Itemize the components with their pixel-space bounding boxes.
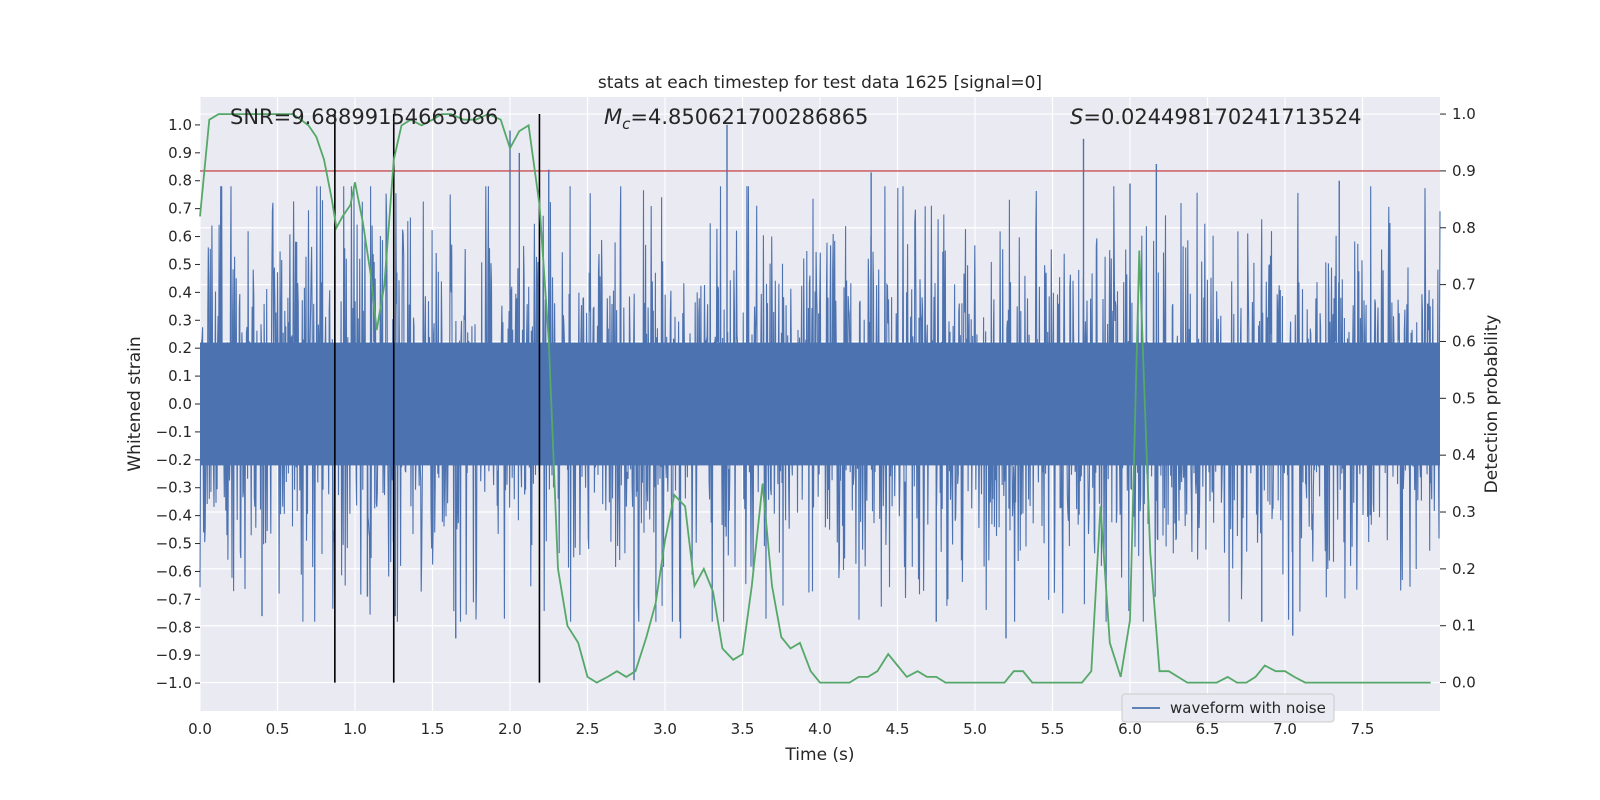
x-tick-label: 7.5 — [1351, 720, 1375, 738]
y2-tick-label: 0.0 — [1452, 674, 1476, 692]
y-tick-label: 0.9 — [168, 144, 192, 162]
y2-tick-label: 0.4 — [1452, 446, 1476, 464]
snr-annotation: SNR=9.68899154663086 — [230, 105, 498, 129]
y-tick-label: −0.5 — [156, 535, 192, 553]
legend-entry-label: waveform with noise — [1170, 699, 1326, 717]
right-tick-labels: 1.0 0.9 0.8 0.7 0.6 0.5 0.4 0.3 0.2 0.1 0.0 — [1440, 105, 1476, 692]
y2-tick-label: 1.0 — [1452, 105, 1476, 123]
x-tick-label: 6.0 — [1118, 720, 1142, 738]
x-tick-label: 1.0 — [343, 720, 367, 738]
x-axis-label: Time (s) — [784, 745, 854, 765]
x-tick-label: 1.5 — [421, 720, 445, 738]
legend-box — [1121, 693, 1335, 723]
y-tick-label: −0.3 — [156, 479, 192, 497]
x-tick-label: 2.0 — [498, 720, 522, 738]
legend: waveform with noise — [1121, 693, 1335, 723]
y-tick-label: 1.0 — [168, 116, 192, 134]
waveform-trace — [199, 124, 1441, 681]
y-tick-label: 0.1 — [168, 367, 192, 385]
x-tick-label: 7.0 — [1273, 720, 1297, 738]
x-tick-label: 3.5 — [731, 720, 755, 738]
s-annotation: S=0.024498170241713524 — [1070, 105, 1361, 129]
x-tick-label: 2.5 — [576, 720, 600, 738]
y-tick-label: 0.3 — [168, 311, 192, 329]
y-tick-label: −1.0 — [156, 674, 192, 692]
x-tick-label: 3.0 — [653, 720, 677, 738]
probability-line — [199, 113, 1431, 684]
waveform-core-band — [200, 342, 1440, 466]
x-tick-label: 5.0 — [963, 720, 987, 738]
y2-axis-label: Detection probability — [1482, 315, 1502, 494]
y-tick-label: −0.9 — [156, 646, 192, 664]
y-tick-label: −0.6 — [156, 562, 192, 580]
y-tick-label: 0.6 — [168, 228, 192, 246]
y2-tick-label: 0.3 — [1452, 503, 1476, 521]
x-tick-labels: 0.0 0.5 1.0 1.5 2.0 2.5 3.0 3.5 4.0 4.5 5.0 5.5 6.0 6… — [188, 720, 1374, 738]
y-tick-label: 0.4 — [168, 283, 192, 301]
x-tick-label: 5.5 — [1041, 720, 1065, 738]
y2-tick-label: 0.1 — [1452, 617, 1476, 635]
y-tick-label: −0.1 — [156, 423, 192, 441]
y-tick-label: −0.8 — [156, 618, 192, 636]
y-tick-label: 0.0 — [168, 395, 192, 413]
y-axis-label: Whitened strain — [125, 336, 145, 471]
y2-tick-label: 0.9 — [1452, 162, 1476, 180]
y2-tick-label: 0.6 — [1452, 332, 1476, 350]
y-tick-label: −0.2 — [156, 451, 192, 469]
y2-tick-label: 0.8 — [1452, 219, 1476, 237]
x-tick-label: 0.5 — [266, 720, 290, 738]
y-tick-label: 0.7 — [168, 200, 192, 218]
y-tick-label: −0.4 — [156, 507, 192, 525]
x-tick-label: 0.0 — [188, 720, 212, 738]
x-tick-label: 4.0 — [808, 720, 832, 738]
y-tick-label: −0.7 — [156, 590, 192, 608]
x-tick-label: 4.5 — [886, 720, 910, 738]
x-tick-label: 6.5 — [1196, 720, 1220, 738]
chirp-mass-annotation: Mc=4.850621700286865 — [604, 105, 868, 133]
y-tick-label: 0.5 — [168, 255, 192, 273]
y2-tick-label: 0.2 — [1452, 560, 1476, 578]
y-tick-label: 0.8 — [168, 172, 192, 190]
y2-tick-label: 0.7 — [1452, 276, 1476, 294]
y-tick-label: 0.2 — [168, 339, 192, 357]
left-tick-labels: 1.0 0.9 0.8 0.7 0.6 0.5 0.4 0.3 0.2 0.1 0.0 −0.1 −0.… — [156, 116, 200, 692]
y2-tick-label: 0.5 — [1452, 389, 1476, 407]
chart-title: stats at each timestep for test data 162… — [598, 73, 1042, 93]
